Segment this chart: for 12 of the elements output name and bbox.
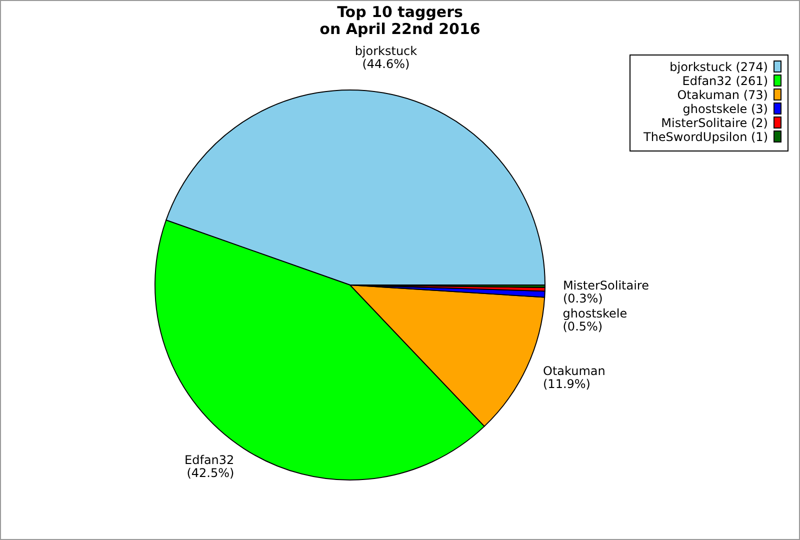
data-label: bjorkstuck (44.6%): [354, 44, 418, 72]
legend-label: bjorkstuck (274): [670, 60, 768, 74]
legend-label: Otakuman (73): [677, 88, 768, 102]
legend-label: Edfan32 (261): [682, 74, 768, 88]
data-label: Edfan32 (42.5%): [184, 452, 234, 480]
data-label: ghostskele (0.5%): [562, 306, 628, 334]
data-label: MisterSolitaire (0.3%): [562, 278, 649, 306]
legend-label: TheSwordUpsilon (1): [642, 130, 768, 144]
chart-title: Top 10 taggers on April 22nd 2016: [320, 3, 480, 38]
legend-label: ghostskele (3): [682, 102, 768, 116]
legend-label: MisterSolitaire (2): [661, 116, 768, 130]
data-label: Otakuman (11.9%): [543, 364, 606, 392]
